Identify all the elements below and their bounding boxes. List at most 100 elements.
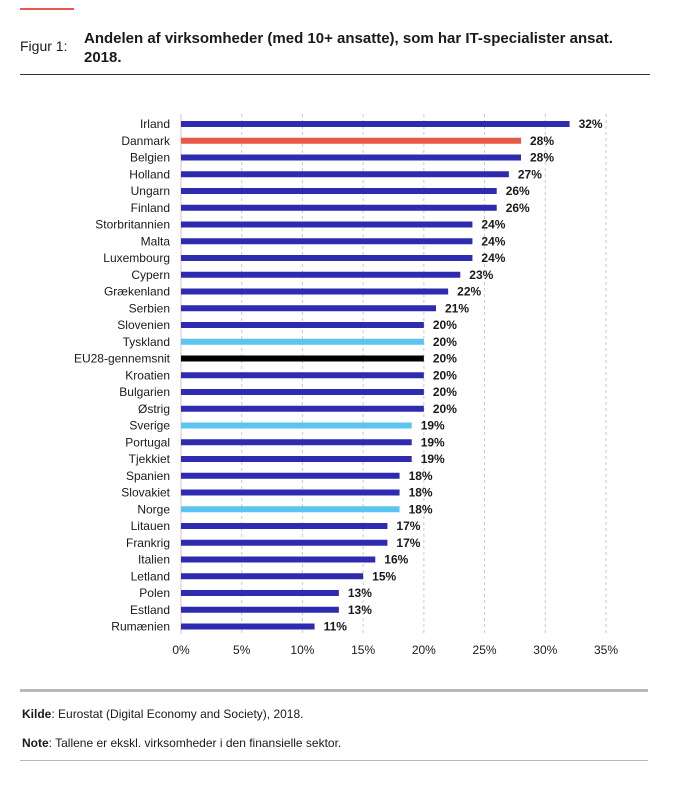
bars — [181, 121, 570, 630]
value-label: 24% — [481, 234, 505, 248]
value-label: 21% — [445, 301, 469, 315]
category-label: Italien — [138, 553, 170, 567]
category-label: Letland — [131, 569, 170, 583]
category-label: Holland — [129, 167, 170, 181]
source-text: : Eurostat (Digital Economy and Society)… — [51, 707, 304, 721]
bar — [181, 338, 424, 345]
value-label: 19% — [421, 435, 445, 449]
x-tick-label: 10% — [290, 643, 314, 657]
bar — [181, 271, 461, 278]
bar — [181, 288, 449, 295]
value-label: 18% — [409, 469, 433, 483]
category-label: Slovenien — [117, 318, 170, 332]
bar — [181, 171, 509, 178]
category-label: Storbritannien — [95, 218, 170, 232]
category-label: Portugal — [125, 435, 170, 449]
value-label: 23% — [469, 268, 493, 282]
category-label: Kroatien — [125, 368, 170, 382]
category-label: Tyskland — [123, 335, 170, 349]
category-label: Tjekkiet — [129, 452, 171, 466]
category-label: Finland — [131, 201, 170, 215]
category-label: Luxembourg — [103, 251, 170, 265]
bar — [181, 188, 497, 194]
value-label: 13% — [348, 586, 372, 600]
value-label: 28% — [530, 134, 554, 148]
bar — [181, 405, 424, 412]
bar — [181, 221, 473, 228]
bar — [181, 322, 424, 328]
value-label: 19% — [421, 419, 445, 433]
category-label: Serbien — [129, 301, 170, 315]
category-label: Litauen — [131, 519, 170, 533]
bar — [181, 372, 424, 379]
value-label: 17% — [396, 536, 420, 550]
bar — [181, 606, 339, 613]
category-label: Frankrig — [126, 536, 170, 550]
source-note: Kilde: Eurostat (Digital Economy and Soc… — [22, 707, 303, 721]
value-label: 20% — [433, 402, 457, 416]
x-tick-label: 30% — [533, 643, 557, 657]
bar — [181, 623, 315, 630]
bar — [181, 489, 400, 496]
category-label: Sverige — [129, 419, 170, 433]
value-label: 17% — [396, 519, 420, 533]
value-label: 24% — [481, 218, 505, 232]
bar — [181, 154, 521, 161]
value-label: 19% — [421, 452, 445, 466]
value-label: 20% — [433, 368, 457, 382]
bar — [181, 523, 388, 529]
bar — [181, 305, 436, 312]
note-text: : Tallene er ekskl. virksomheder i den f… — [48, 736, 342, 750]
category-label: Ungarn — [131, 184, 170, 198]
x-tick-label: 35% — [594, 643, 618, 657]
value-label: 13% — [348, 603, 372, 617]
category-label: Slovakiet — [121, 486, 170, 500]
value-label: 16% — [384, 553, 408, 567]
bar-chart: Irland Danmark Belgien Holland Ungarn Finland… — [74, 114, 618, 657]
bar — [181, 472, 400, 479]
category-label: Østrig — [138, 402, 170, 416]
bar — [181, 590, 339, 596]
category-label: EU28-gennemsnit — [74, 352, 171, 366]
x-tick-label: 0% — [172, 643, 190, 657]
figure-label: Figur 1: — [20, 38, 68, 54]
bar — [181, 204, 497, 211]
bar — [181, 456, 412, 462]
x-tick-label: 15% — [351, 643, 375, 657]
category-label: Cypern — [131, 268, 170, 282]
value-label: 27% — [518, 167, 542, 181]
footnote: Note: Tallene er ekskl. virksomheder i d… — [22, 736, 341, 750]
bar — [181, 556, 376, 563]
bottom-divider — [20, 760, 648, 761]
category-label: Spanien — [126, 469, 170, 483]
value-label: 18% — [409, 502, 433, 516]
category-label: Grækenland — [104, 285, 170, 299]
value-label: 20% — [433, 335, 457, 349]
bar — [181, 506, 400, 513]
value-label: 20% — [433, 385, 457, 399]
value-label: 20% — [433, 352, 457, 366]
value-label: 18% — [409, 486, 433, 500]
bar — [181, 422, 412, 429]
category-label: Belgien — [130, 151, 170, 165]
x-tick-label: 20% — [412, 643, 436, 657]
value-label: 20% — [433, 318, 457, 332]
source-divider — [20, 689, 648, 692]
value-labels: 32%28%28%27%26%26%24%24%24%23%22%21%20%2… — [324, 117, 603, 634]
value-label: 28% — [530, 151, 554, 165]
category-label: Estland — [130, 603, 170, 617]
x-tick-labels: 0% 5% 10% 15% 20% 25% 30% 35% — [172, 643, 618, 657]
category-label: Norge — [137, 502, 170, 516]
title-divider — [20, 74, 650, 75]
bar — [181, 439, 412, 446]
bar — [181, 255, 473, 261]
bar — [181, 573, 364, 580]
bar — [181, 539, 388, 546]
note-label: Note — [22, 736, 49, 750]
x-tick-label: 25% — [473, 643, 497, 657]
category-labels: Irland Danmark Belgien Holland Ungarn Finland… — [74, 117, 171, 634]
category-label: Malta — [141, 234, 171, 248]
category-label: Rumænien — [111, 620, 170, 634]
source-label: Kilde — [22, 707, 52, 721]
bar — [181, 355, 424, 362]
